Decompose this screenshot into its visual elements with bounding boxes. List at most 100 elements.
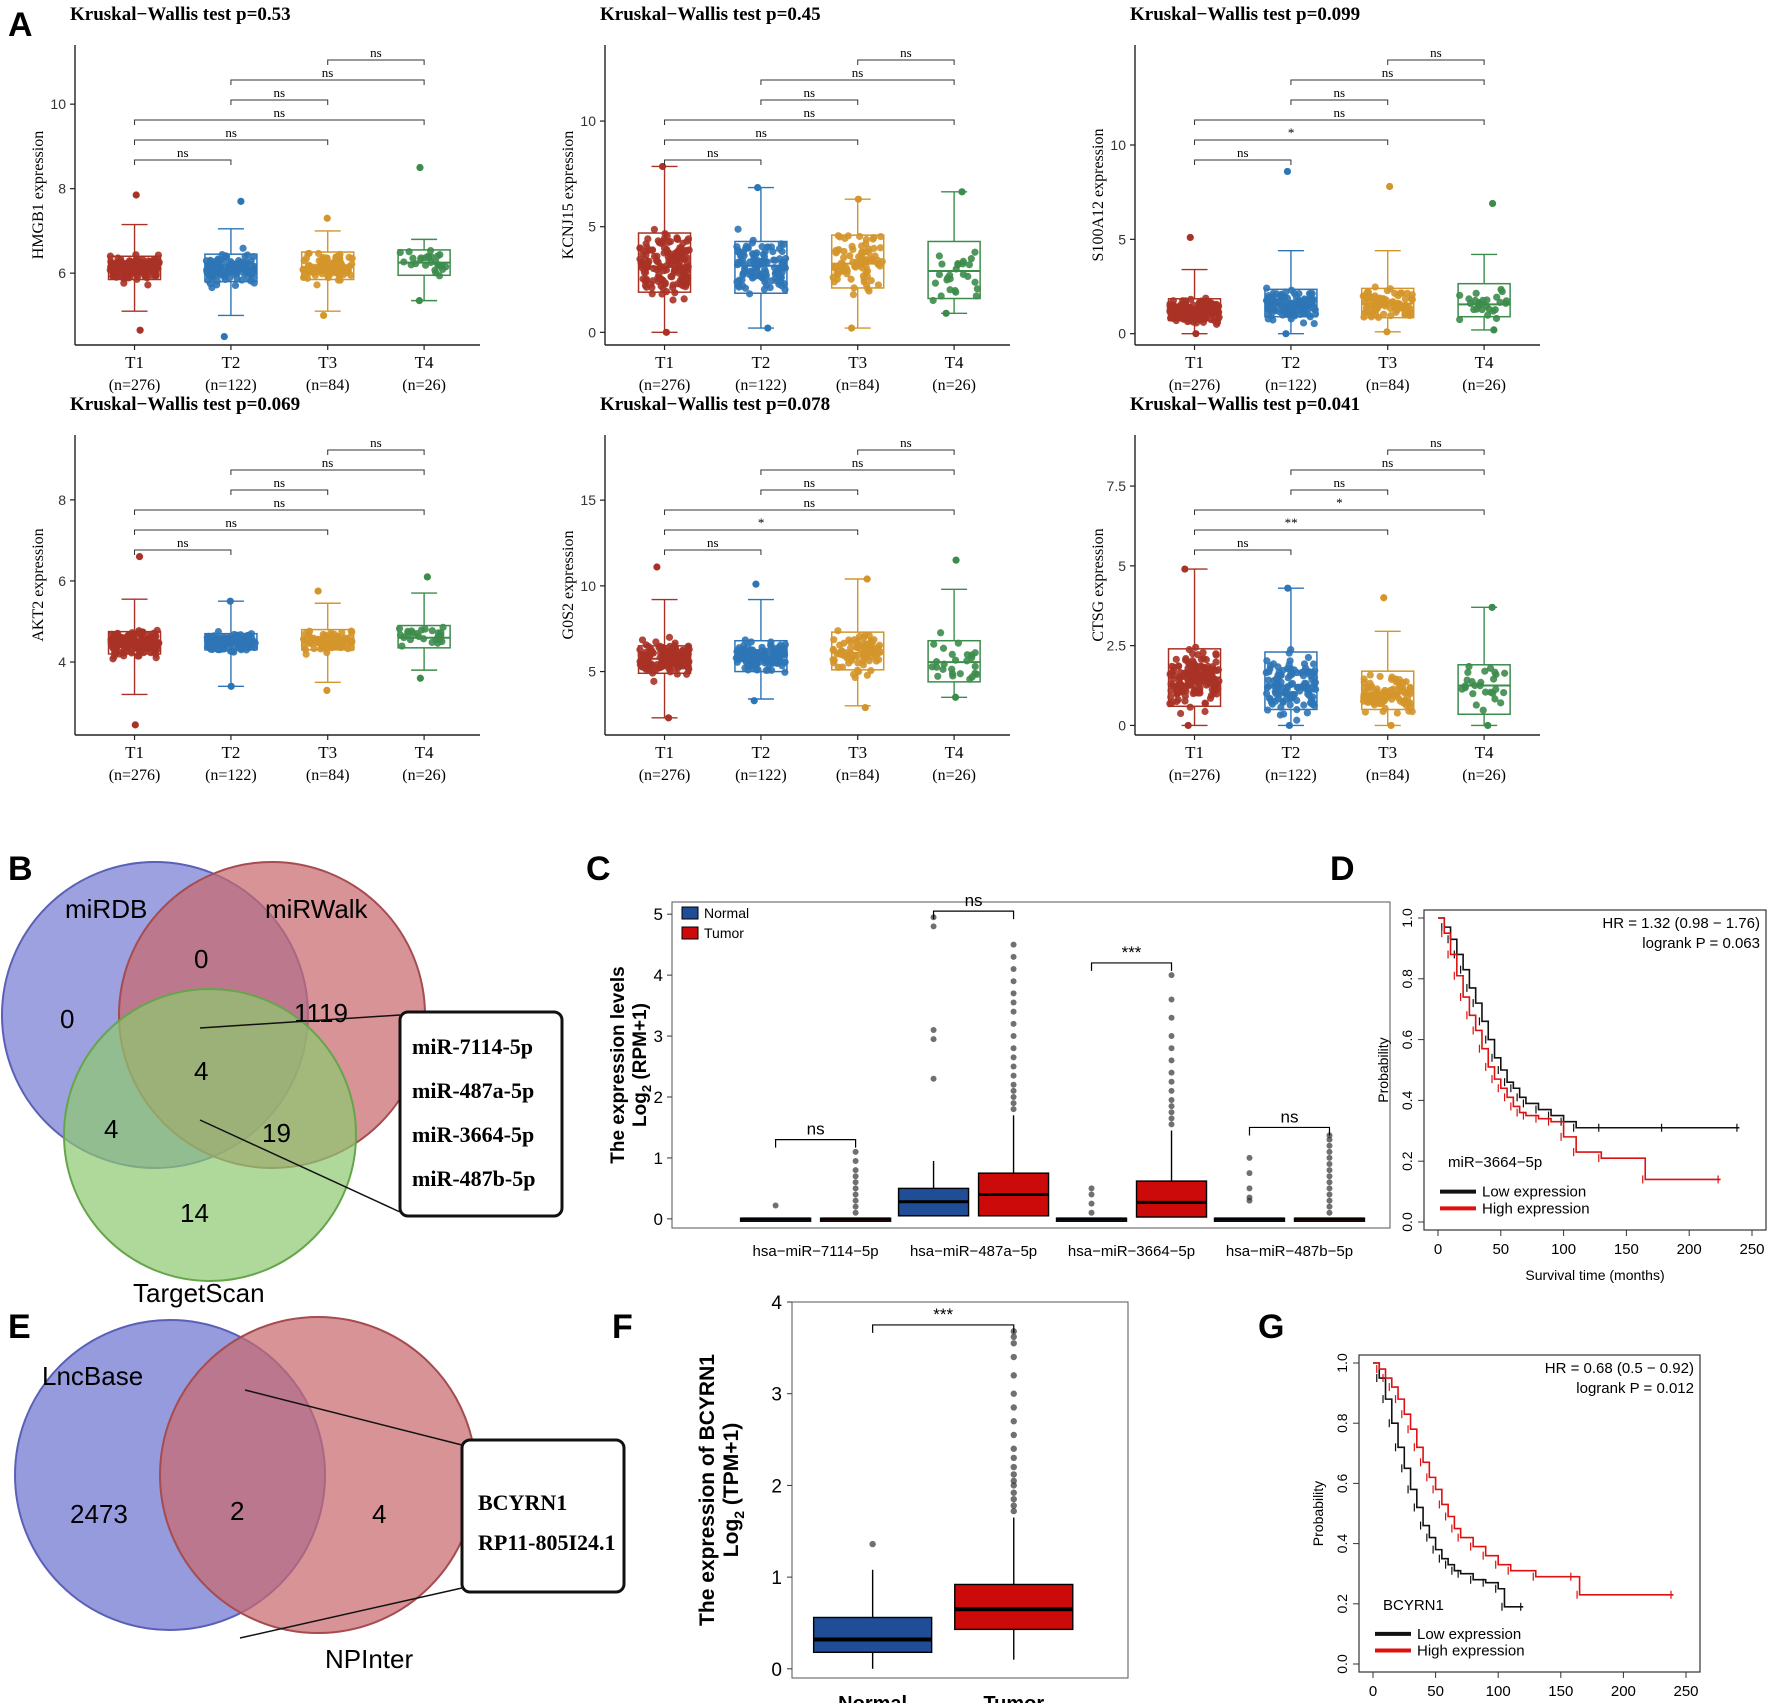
data-point (767, 243, 776, 251)
plot-title: Kruskal−Wallis test p=0.099 (1130, 4, 1360, 25)
x-tick-count: (n=84) (836, 767, 880, 784)
data-point (1182, 312, 1190, 321)
y-tick-label: 4 (771, 1293, 782, 1314)
data-point (956, 670, 964, 678)
x-tick-label: T4 (1475, 353, 1494, 372)
data-point (107, 636, 115, 644)
data-point (661, 229, 669, 238)
data-point (935, 270, 943, 279)
panel-label-b: B (8, 850, 33, 888)
data-point (1489, 675, 1498, 683)
data-point (971, 248, 979, 256)
x-tick-label: 50 (1427, 1683, 1444, 1700)
y-tick-label: 0.6 (1334, 1473, 1350, 1493)
y-tick-label: 6 (58, 265, 66, 281)
data-point (313, 638, 321, 647)
data-point (679, 239, 687, 247)
data-point (230, 643, 238, 651)
x-tick-count: (n=122) (735, 767, 787, 784)
outlier-point (1326, 1209, 1333, 1216)
data-point (304, 250, 312, 258)
data-point (830, 278, 838, 286)
x-tick-label: 150 (1614, 1241, 1639, 1258)
boxplot-mirna-expression: 0 1 2 3 4 5 The expression levels Log2 (RPM+1) N… (608, 891, 1391, 1260)
data-point (109, 266, 117, 274)
x-tick-count: (n=276) (1169, 377, 1221, 394)
y-tick-label: 2 (771, 1476, 782, 1497)
boxplot-ctsg: Kruskal−Wallis test p=0.041 0 2.5 5 7.5 CTSG … (1090, 394, 1540, 784)
x-tick-count: (n=26) (402, 767, 446, 784)
data-point (676, 658, 684, 667)
data-point (642, 251, 650, 259)
data-point (437, 629, 445, 637)
x-tick-label: T4 (415, 743, 434, 762)
data-point (131, 263, 140, 272)
data-point (648, 246, 657, 254)
data-point (952, 265, 960, 273)
data-point (302, 629, 310, 637)
data-point (208, 269, 216, 277)
x-tick-count: (n=122) (205, 377, 257, 394)
data-point (1269, 660, 1278, 668)
data-point (333, 643, 341, 651)
plot-title: Kruskal−Wallis test p=0.45 (600, 4, 821, 25)
data-point (765, 654, 773, 662)
hazard-ratio: HR = 1.32 (0.98 − 1.76) (1602, 915, 1760, 932)
data-point (314, 249, 323, 258)
comparison-bracket (134, 549, 232, 555)
x-tick-label: hsa−miR−487a−5p (910, 1243, 1037, 1260)
data-point (214, 256, 222, 264)
data-point (347, 271, 355, 279)
data-point (775, 245, 784, 253)
data-point (862, 645, 870, 653)
lncrna-item-2: RP11-805I24.1 (478, 1530, 616, 1555)
x-tick-label: T4 (1475, 743, 1494, 762)
data-point (662, 662, 670, 670)
data-point (773, 277, 781, 285)
data-point (233, 275, 241, 283)
y-tick-label: 5 (588, 664, 596, 680)
km-plot-bcyrn1: 0501001502002500.00.20.40.60.81.0Surviva… (1310, 1353, 1701, 1700)
x-tick-label: T3 (1378, 353, 1397, 372)
data-point (204, 276, 212, 285)
data-point (1172, 655, 1180, 663)
data-point (1166, 700, 1174, 708)
data-point-min (320, 311, 328, 320)
data-point (1295, 296, 1303, 305)
logrank-p: logrank P = 0.063 (1642, 935, 1760, 952)
data-point (680, 276, 688, 284)
data-point (1492, 685, 1500, 693)
data-point (654, 273, 662, 282)
data-point (113, 629, 122, 637)
outlier-point (1168, 1087, 1175, 1094)
y-axis-label: G0S2 expression (560, 531, 577, 640)
data-point (221, 275, 229, 284)
data-point-max (416, 163, 424, 172)
data-point-max (1488, 603, 1496, 611)
data-point (848, 242, 856, 250)
data-point (428, 638, 436, 647)
y-tick-label: 10 (50, 96, 66, 112)
outlier-point (1168, 1078, 1175, 1085)
y-tick-label: 6 (58, 573, 66, 589)
data-point (1168, 662, 1176, 670)
data-point (1497, 699, 1505, 707)
outlier-point (1010, 1418, 1017, 1425)
data-point (863, 281, 871, 289)
data-point (1263, 683, 1272, 692)
data-point (422, 261, 430, 269)
outlier-point (1010, 1489, 1017, 1496)
data-point (1360, 678, 1368, 686)
data-point-min (847, 324, 856, 332)
box (927, 240, 981, 300)
data-point (1379, 707, 1387, 716)
data-point (670, 648, 678, 656)
data-point (671, 289, 679, 297)
data-point (1476, 682, 1484, 690)
data-point (245, 632, 253, 641)
data-point (1370, 701, 1379, 709)
data-point (1201, 699, 1209, 707)
data-point (108, 630, 116, 638)
comparison-label: ns (900, 435, 912, 450)
